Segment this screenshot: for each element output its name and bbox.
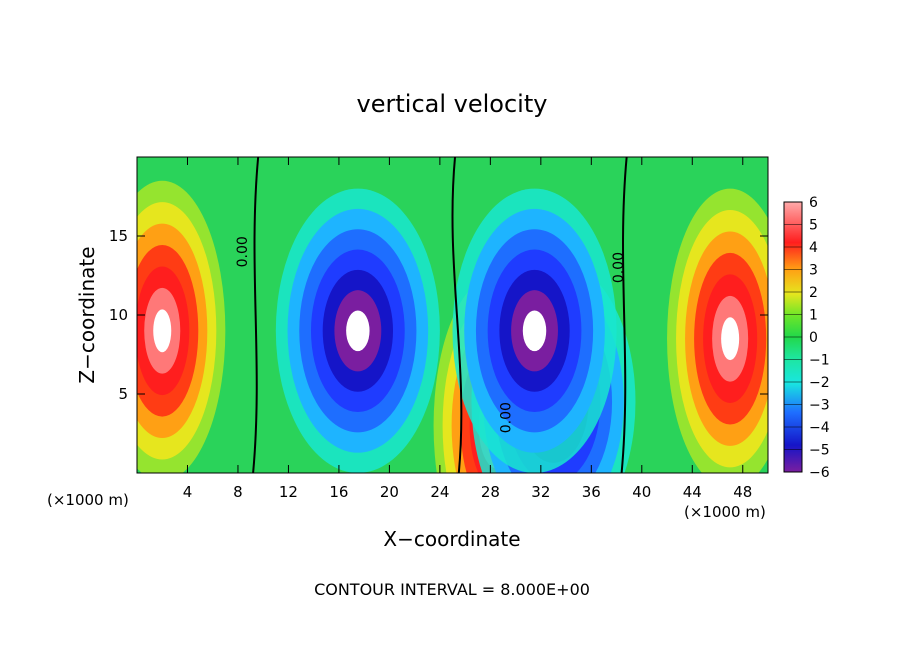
colorbar-label: −1 <box>809 353 830 369</box>
updraft-0-band-6 <box>153 309 172 353</box>
velocity-features: 0.00 0.00 0.00 <box>137 157 768 473</box>
x-tick-label: 40 <box>632 483 651 501</box>
y-axis-label: Z−coordinate <box>75 246 99 383</box>
colorbar-label: 2 <box>809 285 818 301</box>
colorbar-label: −2 <box>809 375 830 391</box>
contour-interval-footer: CONTOUR INTERVAL = 8.000E+00 <box>314 580 590 599</box>
colorbar-label: 1 <box>809 308 818 324</box>
x-tick-label: 16 <box>329 483 348 501</box>
x-unit-label-right: (×1000 m) <box>684 503 766 521</box>
colorbar-label: 0 <box>809 330 818 346</box>
contour-label: 0.00 <box>235 236 251 267</box>
y-tick-label: 10 <box>109 306 128 324</box>
x-tick-label: 44 <box>683 483 702 501</box>
x-tick-label: 28 <box>481 483 500 501</box>
x-axis-ticks: 4 8 12 16 20 24 28 32 36 40 44 48 <box>183 157 752 501</box>
colorbar-label: 3 <box>809 263 818 279</box>
downdraft-5-band-6 <box>522 310 547 352</box>
y-tick-label: 5 <box>118 385 128 403</box>
updraft-2-band-6 <box>721 317 740 361</box>
zero-contour-0 <box>252 157 260 473</box>
colorbar-label: −3 <box>809 398 830 414</box>
x-tick-label: 4 <box>183 483 193 501</box>
colorbar-label: 4 <box>809 240 818 256</box>
x-tick-label: 36 <box>582 483 601 501</box>
x-tick-label: 20 <box>380 483 399 501</box>
colorbar-label: −6 <box>809 465 830 481</box>
colorbar-ticks: 6 5 4 3 2 1 0 −1 −2 −3 −4 −5 −6 <box>784 195 830 481</box>
zero-contour-2 <box>620 157 628 473</box>
x-tick-label: 8 <box>233 483 243 501</box>
x-tick-label: 12 <box>279 483 298 501</box>
x-tick-label: 32 <box>531 483 550 501</box>
chart-title: vertical velocity <box>357 90 548 118</box>
colorbar-label: −5 <box>809 443 830 459</box>
x-unit-label-left: (×1000 m) <box>47 491 129 509</box>
colorbar-label: −4 <box>809 420 830 436</box>
x-axis-label: X−coordinate <box>383 527 520 551</box>
colorbar-label: 6 <box>809 195 818 211</box>
contour-label: 0.00 <box>611 252 627 283</box>
x-tick-label: 48 <box>733 483 752 501</box>
zero-contour-1 <box>451 157 463 473</box>
contour-label: 0.00 <box>499 402 515 433</box>
downdraft-3-band-6 <box>346 310 370 352</box>
y-tick-label: 15 <box>109 227 128 245</box>
x-tick-label: 24 <box>430 483 449 501</box>
y-axis-ticks: 5 10 15 <box>109 227 768 403</box>
colorbar-label: 5 <box>809 218 818 234</box>
